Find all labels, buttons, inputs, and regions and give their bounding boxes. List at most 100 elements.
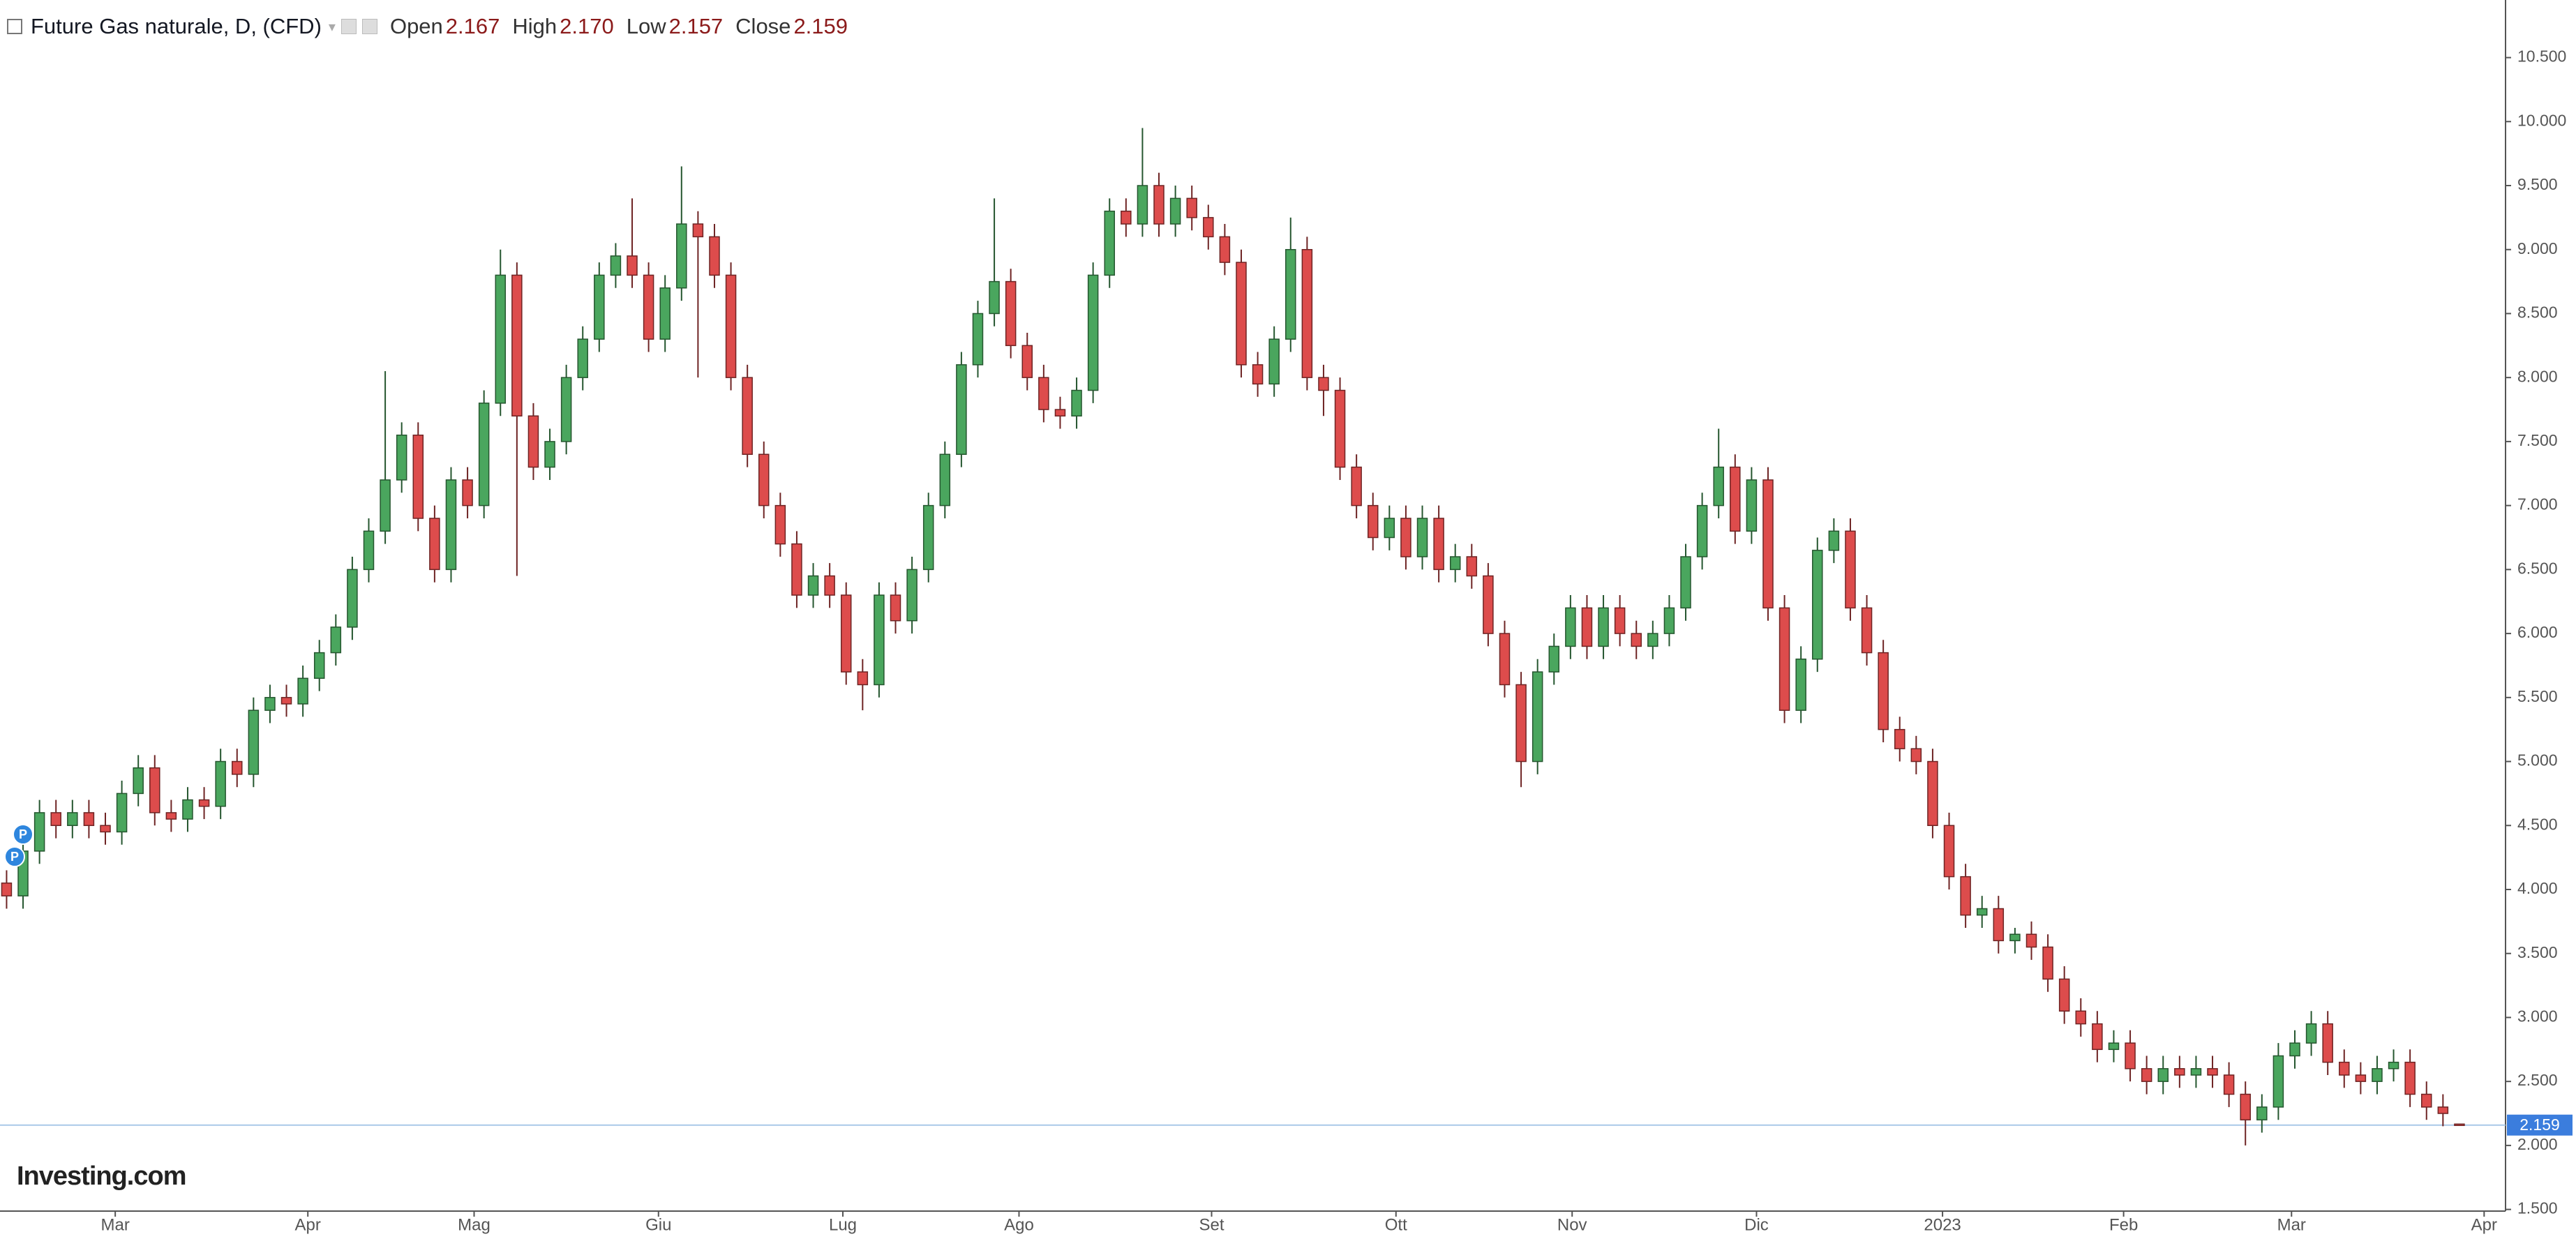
y-tick-label: 10.500 [2517, 47, 2566, 66]
candle-body [511, 274, 523, 416]
candle-body [33, 812, 45, 852]
y-tick-label: 3.500 [2517, 943, 2558, 961]
candle-body [890, 594, 901, 622]
candle-body [2272, 1055, 2284, 1108]
x-tick-label: Set [1199, 1215, 1224, 1234]
candle-body [1301, 248, 1313, 378]
y-tick-label: 4.000 [2517, 879, 2558, 897]
candle-body [1532, 671, 1543, 763]
candle-body [1236, 262, 1247, 366]
x-tick-label: Nov [1557, 1215, 1587, 1234]
candle-body [1894, 728, 1905, 749]
candle-body [1219, 236, 1231, 263]
candle-body [1812, 550, 1823, 660]
x-tick-label: Mar [100, 1215, 129, 1234]
candle-body [1614, 607, 1626, 634]
candle-body [2174, 1068, 2185, 1076]
candle-body [1598, 607, 1609, 647]
candle-body [840, 594, 852, 673]
visibility-icon[interactable] [361, 19, 377, 34]
candle-body [527, 415, 539, 468]
candle-body [560, 377, 572, 442]
candle-body [725, 274, 737, 378]
candle-body [939, 453, 951, 506]
candle-body [1910, 748, 1922, 763]
candle-body [1433, 518, 1444, 571]
x-tick-label: Feb [2109, 1215, 2138, 1234]
candle-body [1087, 274, 1099, 391]
candle-body [116, 793, 128, 833]
candle-body [2454, 1123, 2465, 1127]
x-tick-label: Mar [2277, 1215, 2306, 1234]
candle-body [1976, 908, 1988, 916]
candle-body [922, 504, 934, 571]
last-price-box [2507, 1114, 2573, 1136]
x-tick-label: Dic [1744, 1215, 1769, 1234]
y-tick-label: 6.500 [2517, 559, 2558, 577]
candle-body [610, 255, 622, 276]
candle-body [1565, 607, 1576, 647]
candle-body [1680, 556, 1691, 609]
event-marker [13, 824, 33, 845]
candle-body [544, 441, 555, 468]
candle-body [2075, 1010, 2087, 1025]
candle-body [2372, 1068, 2383, 1082]
candle-body [1400, 518, 1411, 557]
collapse-icon[interactable] [7, 19, 22, 34]
last-price-label: 2.159 [2519, 1116, 2560, 1134]
candle-body [1515, 684, 1527, 763]
candle-body [1071, 389, 1082, 416]
open-value: 2.167 [445, 14, 500, 38]
candle-body [1795, 659, 1806, 711]
candle-body [67, 812, 78, 827]
candle-body [2108, 1042, 2120, 1051]
candle-body [2420, 1093, 2432, 1108]
low-label: Low [626, 14, 666, 38]
candle-body [1466, 556, 1478, 577]
candle-body [445, 479, 457, 571]
candle-body [50, 812, 61, 827]
y-tick-label: 10.000 [2517, 111, 2566, 129]
candle-body [2009, 933, 2021, 942]
x-tick-label: 2023 [1924, 1215, 1961, 1234]
candle-body [380, 479, 391, 532]
x-tick-label: Lug [829, 1215, 857, 1234]
candle-body [807, 575, 819, 596]
candle-body [1762, 479, 1774, 609]
y-tick-label: 8.000 [2517, 367, 2558, 385]
candle-body [1483, 575, 1494, 634]
candle-body [1137, 185, 1148, 225]
candle-body [1499, 633, 1511, 686]
candle-body [462, 479, 473, 506]
event-marker-label: P [19, 827, 27, 841]
dropdown-caret[interactable]: ▾ [328, 19, 336, 35]
candle-body [577, 338, 588, 378]
candle-body [429, 518, 440, 571]
settings-icon[interactable] [340, 19, 357, 34]
candle-body [906, 569, 918, 622]
candle-body [198, 799, 210, 807]
candle-body [280, 697, 292, 705]
candle-body [1927, 760, 1938, 827]
candle-body [774, 504, 786, 545]
candle-body [758, 453, 770, 506]
candle-body [2223, 1074, 2235, 1095]
candle-body [1993, 908, 2005, 942]
candle-body [396, 434, 407, 481]
y-tick-label: 2.000 [2517, 1135, 2558, 1153]
candle-body [1416, 518, 1428, 557]
candle-body [2058, 978, 2070, 1012]
legend-header: Future Gas naturale, D, (CFD) ▾ Open 2.16… [0, 10, 848, 43]
candle-body [1746, 479, 1758, 532]
x-tick-label: Giu [645, 1215, 671, 1234]
candle-body [1153, 185, 1165, 225]
x-tick-label: Apr [2471, 1215, 2497, 1234]
candle-body [1285, 248, 1296, 340]
x-tick-label: Mag [458, 1215, 491, 1234]
candle-body [2092, 1023, 2103, 1051]
candle-body [2207, 1068, 2218, 1076]
x-tick-label: Apr [295, 1215, 321, 1234]
candle-body [232, 760, 243, 775]
candle-body [2240, 1093, 2251, 1120]
